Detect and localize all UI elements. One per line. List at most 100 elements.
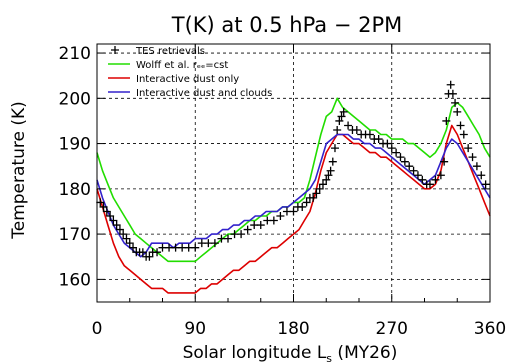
legend-entry-dust-only: Interactive dust only <box>108 74 239 85</box>
tes-marker <box>418 175 427 184</box>
tes-marker <box>365 130 374 139</box>
tes-marker <box>468 153 477 162</box>
y-tick-label: 190 <box>59 135 91 155</box>
legend-entry-wolff: Wolff et al. rₑₑ=cst <box>108 60 228 71</box>
tick-layer: 0 90 180 270 360 160 170 180 190 200 210 <box>59 44 506 339</box>
tes-marker <box>335 116 344 125</box>
tes-marker <box>387 144 396 153</box>
tes-marker <box>210 239 219 248</box>
tes-marker <box>318 180 327 189</box>
tes-marker <box>269 216 278 225</box>
tes-marker <box>333 126 342 134</box>
tes-marker <box>115 225 124 234</box>
tes-marker <box>392 148 401 157</box>
y-tick-label: 200 <box>59 89 91 109</box>
tes-marker <box>456 121 465 130</box>
tes-marker <box>312 189 321 198</box>
x-tick-label: 360 <box>474 319 506 339</box>
legend-swatch-tes <box>111 46 119 54</box>
tes-marker <box>344 121 353 130</box>
legend-label-tes: TES retrievals <box>135 46 205 57</box>
legend-entry-tes: TES retrievals <box>111 46 205 57</box>
legend-plus-marker <box>111 46 119 54</box>
x-axis-label-subscript: s <box>326 352 332 364</box>
tes-marker <box>440 157 449 166</box>
plot-area: 0 90 180 270 360 160 170 180 190 200 210 <box>59 43 506 339</box>
x-axis-label-main: Solar longitude L <box>183 343 327 363</box>
tes-marker <box>396 153 405 162</box>
tes-marker <box>481 180 490 189</box>
tes-marker <box>122 234 131 243</box>
tes-marker <box>337 112 346 121</box>
tes-marker <box>119 230 128 239</box>
tes-marker <box>102 207 111 216</box>
tes-marker <box>448 89 457 98</box>
x-axis-label-suffix: (MY26) <box>332 343 397 363</box>
legend-label-dust-clouds: Interactive dust and clouds <box>136 88 272 99</box>
tes-marker <box>451 98 460 107</box>
y-tick-label: 210 <box>59 44 91 64</box>
tes-marker <box>472 162 481 171</box>
tes-marker <box>324 171 333 180</box>
tes-marker <box>328 157 337 166</box>
x-tick-label: 180 <box>277 319 309 339</box>
x-tick-label: 0 <box>92 319 103 339</box>
tes-marker <box>383 139 392 148</box>
chart-title: T(K) at 0.5 hPa − 2PM <box>171 13 403 37</box>
tes-marker <box>129 243 138 252</box>
tes-marker <box>459 130 468 139</box>
tes-marker <box>112 221 121 230</box>
tes-marker <box>464 144 473 153</box>
legend: TES retrievals Wolff et al. rₑₑ=cst Inte… <box>108 46 272 99</box>
tes-marker <box>276 212 285 220</box>
tes-marker <box>138 248 147 257</box>
y-tick-label: 160 <box>59 270 91 290</box>
y-axis-label: Temperature (K) <box>9 101 29 240</box>
tes-marker <box>243 225 252 234</box>
tes-marker <box>405 162 414 171</box>
legend-label-wolff: Wolff et al. rₑₑ=cst <box>136 60 228 71</box>
tes-marker <box>106 212 115 220</box>
line-dust-only <box>96 124 491 294</box>
tes-marker <box>99 202 108 211</box>
y-tick-label: 180 <box>59 180 91 200</box>
tes-marker <box>298 202 307 211</box>
legend-entry-dust-clouds: Interactive dust and clouds <box>108 88 272 99</box>
tes-marker <box>330 144 339 153</box>
tes-marker <box>425 180 434 189</box>
x-axis-label: Solar longitude Ls (MY26) <box>183 343 398 364</box>
tes-marker <box>400 157 409 166</box>
tes-marker <box>477 171 486 180</box>
tes-marker <box>309 193 318 202</box>
tes-marker <box>322 175 331 184</box>
tes-marker <box>191 243 200 252</box>
tes-marker <box>315 184 324 193</box>
tes-marker <box>302 198 311 207</box>
tes-marker <box>109 216 118 225</box>
x-tick-label: 270 <box>376 319 408 339</box>
tes-marker <box>431 175 440 184</box>
y-tick-label: 170 <box>59 225 91 245</box>
tes-marker <box>224 234 232 243</box>
grid-layer <box>97 44 490 302</box>
tes-marker <box>96 198 105 207</box>
tes-marker <box>237 230 246 239</box>
tes-marker <box>409 166 418 175</box>
tes-marker <box>453 107 462 116</box>
legend-label-dust-only: Interactive dust only <box>136 74 239 85</box>
tes-marker <box>446 80 455 89</box>
tes-marker <box>153 248 162 257</box>
tes-marker <box>145 252 154 261</box>
tes-marker <box>442 116 451 125</box>
tes-marker <box>339 107 348 116</box>
tes-marker <box>326 166 335 175</box>
marker-layer <box>96 80 490 261</box>
tes-marker <box>436 171 445 180</box>
tes-marker <box>413 171 422 180</box>
tes-marker <box>374 135 383 144</box>
tes-marker <box>352 126 361 134</box>
x-tick-label: 90 <box>184 319 206 339</box>
tes-marker <box>125 239 134 248</box>
tes-marker <box>289 207 298 216</box>
